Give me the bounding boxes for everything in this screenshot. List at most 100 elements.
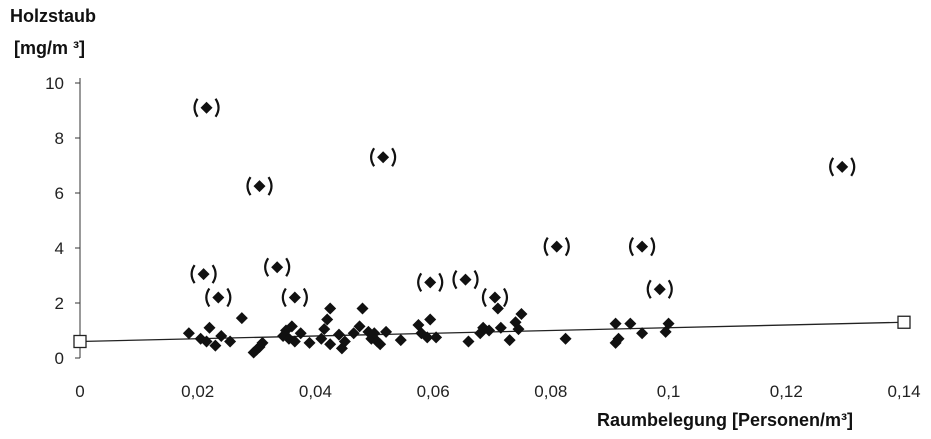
data-point — [215, 330, 228, 342]
bracketed-point — [417, 272, 444, 292]
bracketed-point-marker — [271, 261, 284, 274]
bracket-left — [417, 272, 423, 292]
bracket-right — [214, 98, 220, 118]
bracketed-point-marker — [459, 273, 472, 286]
ticks: 0 0,02 0,04 0,06 0,08 0,1 0,12 0,14 0 2 4 6 8 10 — [45, 74, 920, 401]
data-point — [483, 324, 496, 337]
data-point — [624, 317, 637, 330]
regression-endpoint-marker — [73, 334, 87, 349]
bracket-left — [452, 270, 458, 290]
x-tick-label: 0,12 — [770, 382, 803, 401]
bracket-left — [829, 157, 835, 177]
bracket-right — [650, 237, 656, 257]
bracketed-point — [452, 270, 479, 290]
bracket-left — [193, 98, 199, 118]
data-point — [515, 308, 528, 320]
bracket-left — [370, 147, 376, 167]
data-point — [494, 321, 507, 334]
data-point — [321, 313, 334, 326]
bracket-left — [205, 287, 211, 308]
data-point — [503, 334, 516, 347]
bracketed-point-marker — [488, 291, 501, 304]
bracketed-point-marker — [212, 291, 225, 304]
data-point — [315, 332, 328, 345]
y-axis-label-line2: [mg/m ³] — [14, 38, 85, 58]
regression-endpoint-marker — [897, 315, 911, 329]
bracketed-point — [193, 98, 220, 118]
bracket-right — [226, 287, 232, 308]
y-tick-label: 4 — [55, 239, 64, 258]
x-tick-label: 0,1 — [657, 382, 681, 401]
bracketed-point-marker — [550, 240, 563, 253]
bracket-left — [628, 237, 635, 257]
data-point — [318, 323, 331, 336]
bracketed-point — [205, 287, 232, 308]
data-point — [380, 325, 393, 338]
data-point — [224, 335, 237, 348]
data-point — [609, 317, 622, 330]
data-point — [462, 335, 475, 348]
bracketed-point — [370, 147, 397, 167]
data-point — [294, 327, 307, 340]
x-tick-label: 0,02 — [181, 382, 214, 401]
bracketed-point-marker — [288, 291, 301, 304]
bracket-right — [564, 237, 570, 257]
x-tick-label: 0,08 — [534, 382, 567, 401]
bracket-left — [246, 176, 252, 196]
bracket-left — [543, 237, 549, 257]
data-point — [332, 328, 345, 341]
data-point — [491, 302, 504, 315]
bracket-right — [850, 157, 856, 177]
data-point — [356, 302, 369, 315]
data-point — [421, 331, 434, 344]
data-points — [182, 302, 675, 359]
x-tick-label: 0,14 — [887, 382, 920, 401]
bracketed-point — [829, 157, 856, 177]
bracketed-point — [646, 279, 673, 299]
bracket-left — [190, 264, 196, 284]
bracket-right — [438, 272, 444, 292]
data-point — [200, 335, 213, 348]
bracketed-point — [543, 237, 570, 257]
bracketed-point-marker — [636, 240, 649, 253]
bracket-left — [481, 287, 487, 308]
data-point — [256, 336, 269, 349]
data-point — [394, 334, 407, 347]
bracket-right — [285, 257, 291, 277]
x-tick-label: 0,06 — [417, 382, 450, 401]
y-tick-label: 10 — [45, 74, 64, 93]
data-point — [559, 332, 572, 345]
bracket-right — [667, 279, 673, 299]
data-point — [288, 335, 301, 348]
bracketed-point — [264, 257, 291, 277]
bracketed-point — [281, 287, 308, 308]
y-axis-label-line1: Holzstaub — [10, 6, 97, 26]
bracketed-point — [628, 237, 656, 257]
data-point — [209, 339, 222, 352]
bracket-left — [281, 287, 287, 308]
bracket-right — [503, 287, 509, 308]
data-point — [612, 332, 625, 345]
data-point — [662, 317, 675, 330]
data-point — [338, 335, 351, 348]
data-point — [347, 327, 360, 340]
bracketed-point-marker — [200, 101, 213, 114]
bracketed-point-marker — [424, 276, 437, 289]
data-point — [182, 327, 195, 340]
data-point — [285, 320, 298, 333]
x-axis-label: Raumbelegung [Personen/m³] — [597, 410, 854, 430]
x-tick-label: 0,04 — [299, 382, 332, 401]
y-tick-label: 2 — [55, 294, 64, 313]
y-tick-label: 8 — [55, 129, 64, 148]
bracketed-point-marker — [377, 151, 390, 164]
y-tick-label: 6 — [55, 184, 64, 203]
data-point — [636, 327, 649, 340]
bracket-right — [302, 287, 308, 308]
data-point — [324, 338, 337, 351]
data-point — [512, 323, 525, 336]
data-point — [424, 313, 437, 326]
bracket-right — [391, 147, 397, 167]
data-point — [235, 312, 248, 325]
bracketed-point — [481, 287, 509, 308]
